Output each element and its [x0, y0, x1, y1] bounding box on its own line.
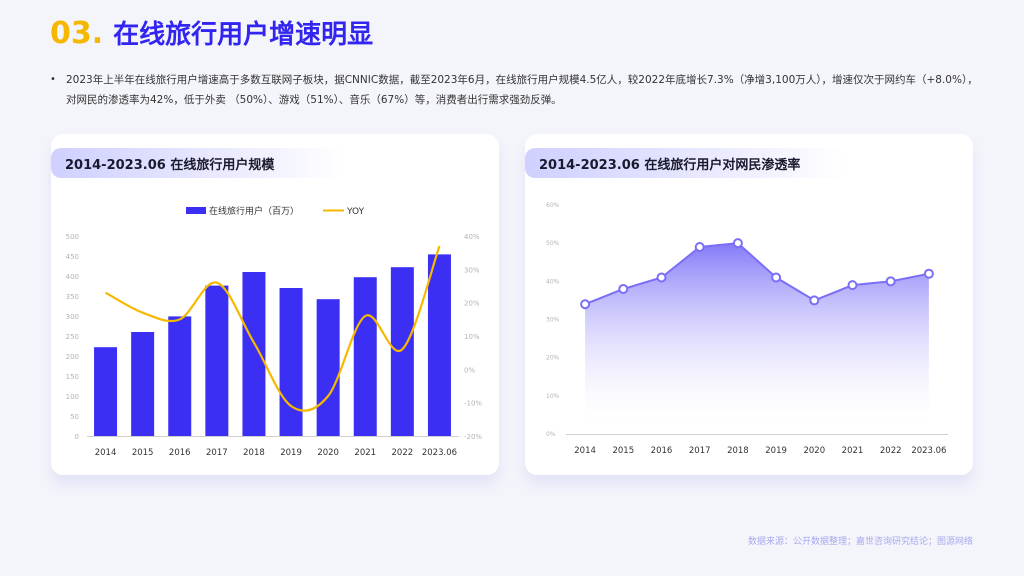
legend-bar-label: 在线旅行用户（百万）	[209, 205, 299, 217]
bar	[390, 267, 414, 436]
data-point	[656, 272, 667, 283]
x-tick-label: 2015	[132, 448, 154, 458]
data-point	[923, 268, 934, 279]
x-tick-label: 2023.06	[911, 446, 946, 456]
bar	[131, 332, 155, 436]
penetration-area	[585, 243, 929, 434]
legend-line-label: YOY	[346, 207, 365, 217]
y-tick: 40%	[546, 278, 560, 285]
x-tick-label: 2022	[880, 446, 902, 456]
user-scale-chart: 在线旅行用户（百万） YOY 0 50 100 150 200 250 300 350 400 450…	[66, 205, 483, 458]
data-point	[771, 272, 782, 283]
penetration-card-title: 2014-2023.06 在线旅行用户对网民渗透率	[525, 148, 845, 178]
data-point	[694, 241, 705, 252]
data-point	[618, 283, 629, 294]
bar	[168, 316, 192, 436]
user-scale-card: 2014-2023.06 在线旅行用户规模 在线旅行用户（百万） YOY 0 50 10…	[51, 134, 499, 475]
x-tick-label: 2019	[280, 448, 302, 458]
data-point	[809, 295, 820, 306]
y-tick: 0%	[546, 431, 556, 438]
y-tick: 60%	[546, 202, 560, 209]
yoy-line	[105, 245, 441, 412]
y-right-tick: -20%	[464, 433, 482, 441]
x-tick-label: 2019	[765, 446, 787, 456]
penetration-card: 2014-2023.06 在线旅行用户对网民渗透率 0% 10% 20% 30% 40%…	[525, 134, 973, 475]
x-tick-label: 2016	[651, 446, 673, 456]
x-tick-label: 2014	[574, 446, 596, 456]
y-left-tick: 400	[66, 273, 79, 281]
y-left-tick: 500	[66, 233, 79, 241]
x-tick-label: 2020	[803, 446, 825, 456]
bar	[94, 347, 118, 436]
x-tick-label: 2017	[689, 446, 711, 456]
user-scale-card-title: 2014-2023.06 在线旅行用户规模	[51, 148, 343, 178]
bar	[316, 299, 340, 436]
summary-paragraph: • 2023年上半年在线旅行用户增速高于多数互联网子板块，据CNNIC数据，截至…	[50, 70, 980, 110]
y-left-tick: 50	[70, 413, 79, 421]
data-point	[847, 280, 858, 291]
x-tick-label: 2021	[842, 446, 864, 456]
data-source-note: 数据来源：公开数据整理；嘉世咨询研究结论；图源网络	[747, 537, 973, 547]
y-tick: 20%	[546, 355, 560, 362]
legend-bar-swatch	[186, 207, 206, 214]
y-left-tick: 350	[66, 293, 79, 301]
x-tick-label: 2014	[95, 448, 117, 458]
bar	[242, 272, 266, 436]
data-point	[732, 238, 743, 249]
penetration-chart: 0% 10% 20% 30% 40% 50% 60% 2014 2015 2016 2017 2018…	[546, 202, 948, 456]
y-left-tick: 100	[66, 393, 79, 401]
page-title: 03. 在线旅行用户增速明显	[50, 14, 373, 54]
y-tick: 30%	[546, 317, 560, 324]
y-left-tick: 150	[66, 373, 79, 381]
summary-text: 2023年上半年在线旅行用户增速高于多数互联网子板块，据CNNIC数据，截至20…	[66, 74, 978, 106]
bar	[427, 254, 451, 436]
y-left-tick: 0	[75, 433, 79, 441]
data-point	[885, 276, 896, 287]
bar	[353, 277, 377, 436]
x-tick-label: 2018	[243, 448, 265, 458]
x-tick-label: 2016	[169, 448, 191, 458]
y-tick: 50%	[546, 240, 560, 247]
y-left-tick: 200	[66, 353, 79, 361]
x-tick-label: 2015	[612, 446, 634, 456]
y-left-tick: 250	[66, 333, 79, 341]
bar	[279, 288, 303, 436]
title-number: 03.	[50, 16, 104, 51]
y-left-tick: 450	[66, 253, 79, 261]
x-tick-label: 2020	[317, 448, 339, 458]
y-right-tick: 0%	[464, 366, 475, 374]
x-tick-label: 2023.06	[422, 448, 457, 458]
x-tick-label: 2022	[392, 448, 414, 458]
y-tick: 10%	[546, 393, 560, 400]
y-left-tick: 300	[66, 313, 79, 321]
x-tick-label: 2021	[354, 448, 376, 458]
x-tick-label: 2017	[206, 448, 228, 458]
penetration-line	[584, 242, 930, 306]
y-right-tick: 10%	[464, 333, 480, 341]
bar	[205, 285, 229, 436]
y-right-tick: 20%	[464, 300, 480, 308]
title-text: 在线旅行用户增速明显	[113, 20, 374, 50]
y-right-tick: 30%	[464, 266, 480, 274]
x-tick-label: 2018	[727, 446, 749, 456]
y-right-tick: 40%	[464, 233, 480, 241]
y-right-tick: -10%	[464, 400, 482, 408]
data-point	[580, 299, 591, 310]
bullet-dot-icon: •	[50, 74, 56, 85]
